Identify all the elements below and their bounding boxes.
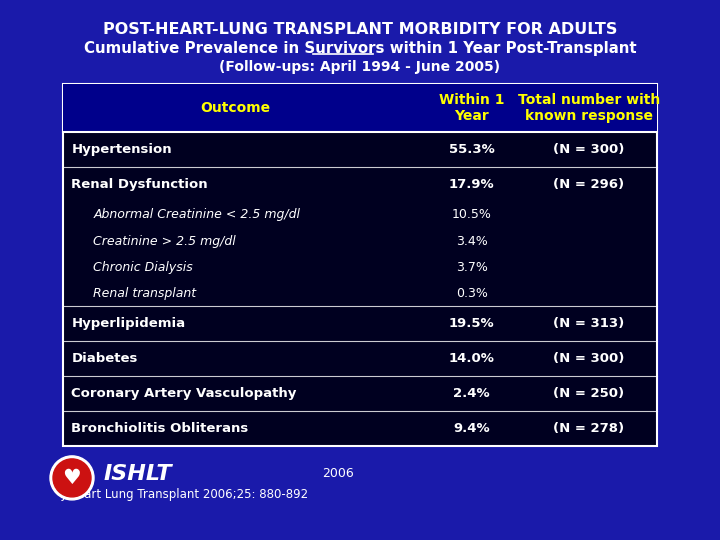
Text: (N = 250): (N = 250) [554, 387, 624, 400]
Text: 2006: 2006 [323, 468, 354, 481]
Text: 3.4%: 3.4% [456, 234, 487, 247]
Text: ISHLT: ISHLT [104, 464, 173, 484]
Text: 10.5%: 10.5% [451, 208, 492, 221]
Text: (Follow-ups: April 1994 - June 2005): (Follow-ups: April 1994 - June 2005) [220, 60, 500, 74]
Text: Renal Dysfunction: Renal Dysfunction [71, 178, 208, 191]
Bar [63, 84, 657, 445]
Text: 9.4%: 9.4% [454, 422, 490, 435]
Text: Coronary Artery Vasculopathy: Coronary Artery Vasculopathy [71, 387, 297, 400]
Text: 19.5%: 19.5% [449, 317, 495, 330]
Text: (N = 300): (N = 300) [553, 352, 625, 365]
Text: ♥: ♥ [63, 468, 81, 488]
Text: 0.3%: 0.3% [456, 287, 487, 300]
Text: (N = 278): (N = 278) [554, 422, 624, 435]
Text: Cumulative Prevalence in Survivors within 1 Year Post-Transplant: Cumulative Prevalence in Survivors withi… [84, 41, 636, 56]
Text: (N = 300): (N = 300) [553, 143, 625, 156]
Text: Hyperlipidemia: Hyperlipidemia [71, 317, 186, 330]
Text: POST-HEART-LUNG TRANSPLANT MORBIDITY FOR ADULTS: POST-HEART-LUNG TRANSPLANT MORBIDITY FOR… [103, 22, 617, 37]
Text: (N = 296): (N = 296) [554, 178, 624, 191]
Text: Total number with
known response: Total number with known response [518, 93, 660, 123]
Bar [63, 84, 657, 132]
Circle shape [50, 456, 94, 500]
Text: 17.9%: 17.9% [449, 178, 495, 191]
Text: 14.0%: 14.0% [449, 352, 495, 365]
Circle shape [53, 459, 91, 497]
Text: Hypertension: Hypertension [71, 143, 172, 156]
Text: 55.3%: 55.3% [449, 143, 495, 156]
Text: 2.4%: 2.4% [454, 387, 490, 400]
Text: Outcome: Outcome [199, 101, 270, 115]
Text: J Heart Lung Transplant 2006;25: 880-892: J Heart Lung Transplant 2006;25: 880-892 [62, 488, 309, 502]
Text: (N = 313): (N = 313) [554, 317, 624, 330]
Text: Creatinine > 2.5 mg/dl: Creatinine > 2.5 mg/dl [94, 234, 236, 247]
Text: Diabetes: Diabetes [71, 352, 138, 365]
Text: Abnormal Creatinine < 2.5 mg/dl: Abnormal Creatinine < 2.5 mg/dl [94, 208, 300, 221]
Text: 3.7%: 3.7% [456, 261, 487, 274]
Text: Within 1
Year: Within 1 Year [439, 93, 504, 123]
Text: Bronchiolitis Obliterans: Bronchiolitis Obliterans [71, 422, 248, 435]
Text: Chronic Dialysis: Chronic Dialysis [94, 261, 193, 274]
Text: Renal transplant: Renal transplant [94, 287, 197, 300]
